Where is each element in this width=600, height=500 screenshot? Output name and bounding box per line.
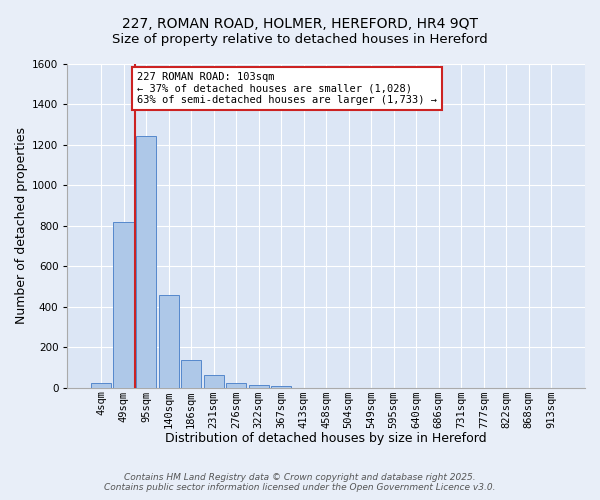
Bar <box>91 382 111 388</box>
Text: Size of property relative to detached houses in Hereford: Size of property relative to detached ho… <box>112 32 488 46</box>
Y-axis label: Number of detached properties: Number of detached properties <box>15 128 28 324</box>
Bar <box>271 386 292 388</box>
Text: 227 ROMAN ROAD: 103sqm
← 37% of detached houses are smaller (1,028)
63% of semi-: 227 ROMAN ROAD: 103sqm ← 37% of detached… <box>137 72 437 106</box>
Bar <box>226 382 247 388</box>
Text: Contains HM Land Registry data © Crown copyright and database right 2025.
Contai: Contains HM Land Registry data © Crown c… <box>104 473 496 492</box>
Text: 227, ROMAN ROAD, HOLMER, HEREFORD, HR4 9QT: 227, ROMAN ROAD, HOLMER, HEREFORD, HR4 9… <box>122 18 478 32</box>
Bar <box>113 222 134 388</box>
Bar <box>136 136 156 388</box>
X-axis label: Distribution of detached houses by size in Hereford: Distribution of detached houses by size … <box>166 432 487 445</box>
Bar <box>158 294 179 388</box>
Bar <box>181 360 201 388</box>
Bar <box>248 384 269 388</box>
Bar <box>203 376 224 388</box>
